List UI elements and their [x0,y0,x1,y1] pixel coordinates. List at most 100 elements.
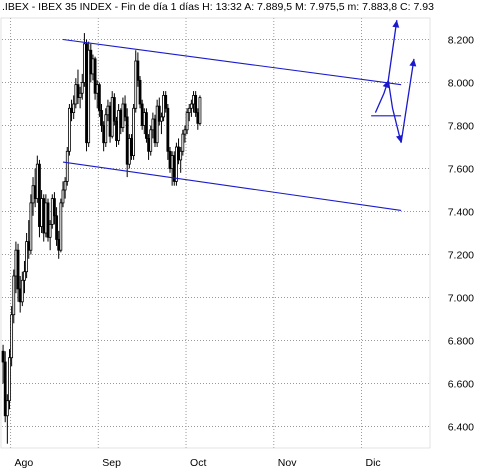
candle [61,181,65,208]
candle [123,95,127,122]
candle-body-down [108,105,112,137]
candle [89,43,93,83]
candle-body-up [80,82,84,94]
candle-body-up [117,110,121,141]
x-tick-label: Sep [102,457,121,469]
candle-body-down [1,350,5,363]
candle [192,91,195,113]
candle-body-up [198,97,202,124]
candle [95,80,99,109]
candle [185,108,189,135]
candle-body-down [3,361,7,417]
projection-branch [387,20,398,81]
candle [194,91,198,117]
candle [29,194,33,255]
candle [42,194,46,242]
y-tick-label: 6.400 [448,422,474,434]
candle [125,108,129,178]
y-tick-label: 7.000 [448,293,474,305]
candle-body-down [157,105,161,122]
candle-body-up [65,150,69,182]
candle [5,394,9,444]
candle [63,177,67,199]
candle [164,91,168,113]
y-tick-label: 8.000 [448,78,474,90]
y-tick-label: 6.600 [448,379,474,391]
candle-body-down [93,58,97,94]
candle [172,151,176,186]
candle-body-down [164,95,168,109]
candle [23,260,26,294]
candle-body-up [61,189,65,204]
candle-body-down [27,241,31,251]
candle-body-up [104,114,108,144]
candle-body-up [44,202,48,234]
candle-body-down [33,185,37,199]
candle [102,121,106,152]
candle [145,108,148,143]
candle [38,159,41,238]
grid-layer [0,17,431,449]
candle-body-down [119,110,123,129]
candle [40,190,43,233]
candle-body-up [106,105,110,116]
candle-body-up [23,271,26,281]
candle-body-down [112,97,116,122]
candle [16,243,20,302]
candle [136,52,140,87]
candle-body-up [14,249,18,277]
x-tick-label: Dic [366,457,381,469]
candle [138,76,142,109]
candle-body-up [151,118,155,131]
candle [134,50,138,113]
y-tick-label: 7.400 [448,207,474,219]
candle [198,95,202,126]
candle-body-up [10,314,14,359]
candle-body-down [145,112,148,139]
candle [27,220,31,259]
y-axis-ticks: 8.200 8.000 7.800 7.600 7.400 7.200 7.000 6.800… [448,35,474,434]
candle [80,73,84,100]
candle-body-up [185,112,189,131]
candle-body-up [134,60,138,109]
y-tick-label: 7.600 [448,164,474,176]
candle [53,192,56,225]
candle-body-down [147,137,150,152]
candle-body-up [31,185,35,204]
candle-body-up [78,92,82,98]
candle-body-down [46,202,50,238]
candle-body-up [110,97,114,137]
candle [149,125,153,156]
candle-body-down [136,60,140,81]
channel-lower-line [62,161,402,211]
candle [91,54,95,81]
candle-body-down [55,215,58,240]
candle [121,97,125,132]
x-tick-label: Oct [190,457,206,469]
candle-body-up [91,58,95,75]
projection-path [374,58,415,143]
candle-body-down [18,288,22,303]
candle [72,95,76,120]
candle-body-up [35,163,39,199]
candle-body-up [25,241,29,273]
candle-body-down [57,239,61,251]
candle-body-up [50,198,54,225]
candle-body-up [155,105,159,144]
candle-body-up [127,137,131,165]
candle [20,271,24,307]
candle [155,99,159,147]
candle-body-up [48,223,52,238]
candle-body-down [85,43,88,144]
candle [93,56,97,100]
candle [187,104,191,122]
candle [112,93,116,126]
candle-body-down [100,110,103,126]
candle-body-up [170,155,174,169]
candle-body-up [95,84,99,94]
candle-body-down [16,249,20,290]
candle [78,86,82,109]
candle [132,104,136,160]
x-tick-label: Nov [278,457,297,469]
candle [48,220,52,251]
